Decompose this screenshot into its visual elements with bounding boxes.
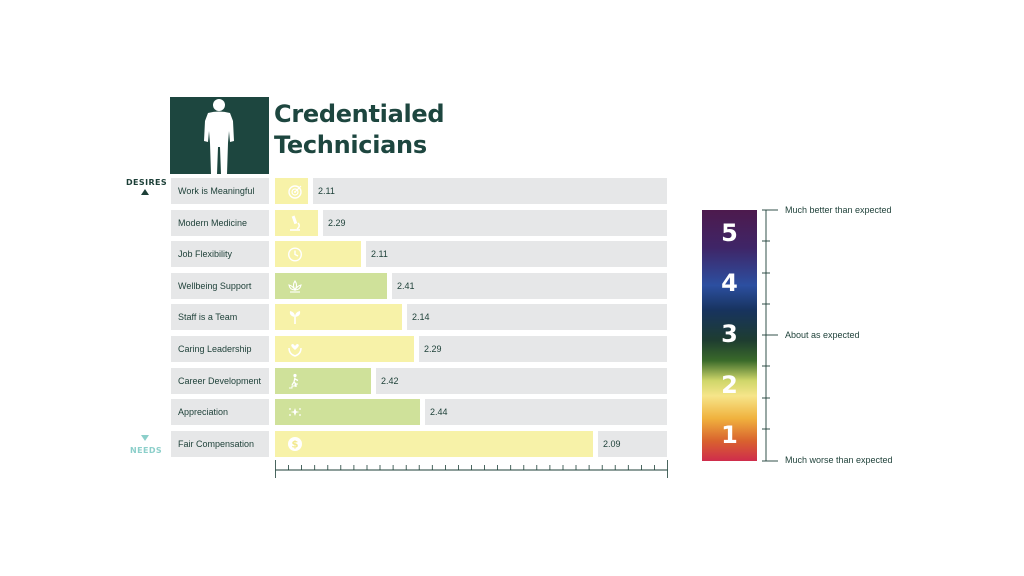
bar-staff-is-a-team (275, 304, 402, 330)
bar-work-is-meaningful (275, 178, 308, 204)
title-line-1: Credentialed (274, 100, 445, 128)
hands-heart-icon (288, 344, 302, 357)
row-track-work-is-meaningful: 2.11 (275, 178, 667, 204)
row-label-staff-is-a-team: Staff is a Team (171, 304, 269, 330)
value-label-appreciation: 2.44 (430, 407, 448, 417)
bar-appreciation (275, 399, 420, 425)
clock-icon (287, 247, 303, 262)
bar-caring-leadership (275, 336, 414, 362)
bar-separator (361, 241, 366, 267)
rating-scale-gradient (702, 210, 757, 461)
bar-separator (318, 210, 323, 236)
row-label-fair-compensation: Fair Compensation (171, 431, 269, 457)
scale-label-top: Much better than expected (785, 205, 892, 215)
person-silhouette-icon (204, 99, 234, 174)
header-figure-panel (170, 97, 269, 174)
row-label-caring-leadership: Caring Leadership (171, 336, 269, 362)
scale-ticks (762, 209, 778, 462)
scale-number-3: 3 (721, 320, 738, 348)
value-label-wellbeing-support: 2.41 (397, 281, 415, 291)
target-icon (288, 185, 302, 199)
bar-separator (420, 399, 425, 425)
svg-text:$: $ (292, 440, 299, 451)
row-label-career-development: Career Development (171, 368, 269, 394)
axis-top-label: DESIRES (126, 178, 168, 187)
scale-label-middle: About as expected (785, 330, 860, 340)
scale-number-2: 2 (721, 371, 738, 399)
bar-separator (308, 178, 313, 204)
row-track-career-development: 2.42 (275, 368, 667, 394)
scale-label-bottom: Much worse than expected (785, 455, 893, 465)
row-label-work-is-meaningful: Work is Meaningful (171, 178, 269, 204)
bar-wellbeing-support (275, 273, 387, 299)
row-track-caring-leadership: 2.29 (275, 336, 667, 362)
bar-career-development (275, 368, 371, 394)
microscope-icon (290, 215, 300, 231)
row-label-appreciation: Appreciation (171, 399, 269, 425)
desires-needs-arrow (141, 189, 149, 441)
value-label-modern-medicine: 2.29 (328, 218, 346, 228)
bottom-tick-ruler (275, 460, 668, 478)
bar-separator (593, 431, 598, 457)
row-track-wellbeing-support: 2.41 (275, 273, 667, 299)
row-track-staff-is-a-team: 2.14 (275, 304, 667, 330)
bar-job-flexibility (275, 241, 361, 267)
axis-bottom-label: NEEDS (130, 446, 163, 455)
value-label-work-is-meaningful: 2.11 (318, 186, 335, 196)
title-line-2: Technicians (274, 131, 427, 159)
bar-separator (387, 273, 392, 299)
value-label-staff-is-a-team: 2.14 (412, 312, 430, 322)
row-track-fair-compensation: $2.09 (275, 431, 667, 457)
row-label-modern-medicine: Modern Medicine (171, 210, 269, 236)
bar-separator (402, 304, 407, 330)
sparkle-icon (289, 408, 301, 416)
row-track-appreciation: 2.44 (275, 399, 667, 425)
bar-modern-medicine (275, 210, 318, 236)
value-label-job-flexibility: 2.11 (371, 249, 388, 259)
stairs-climber-icon (289, 373, 299, 389)
row-track-job-flexibility: 2.11 (275, 241, 667, 267)
row-track-modern-medicine: 2.29 (275, 210, 667, 236)
scale-number-5: 5 (721, 219, 738, 247)
page-title: Credentialed Technicians (274, 99, 445, 161)
bar-separator (371, 368, 376, 394)
scale-number-1: 1 (721, 421, 738, 449)
dollar-coin-icon: $ (288, 437, 302, 451)
row-label-job-flexibility: Job Flexibility (171, 241, 269, 267)
scale-number-4: 4 (721, 269, 738, 297)
lotus-icon (288, 280, 302, 293)
bar-fair-compensation: $ (275, 431, 593, 457)
row-label-wellbeing-support: Wellbeing Support (171, 273, 269, 299)
value-label-career-development: 2.42 (381, 376, 399, 386)
leaves-icon (289, 311, 301, 324)
bar-separator (414, 336, 419, 362)
value-label-fair-compensation: 2.09 (603, 439, 621, 449)
value-label-caring-leadership: 2.29 (424, 344, 442, 354)
